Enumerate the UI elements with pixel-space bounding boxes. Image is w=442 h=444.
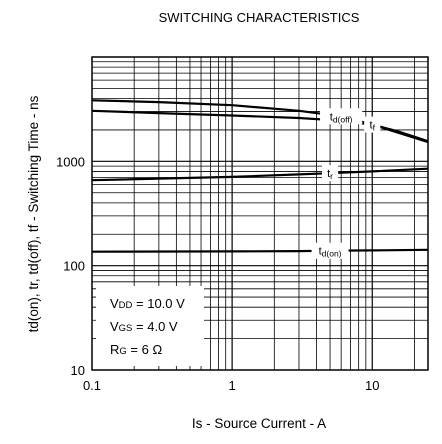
series-line-tr [91,167,429,182]
series-label-bg [320,108,363,125]
conditions-box [96,286,204,366]
series-label-bg [321,165,339,182]
plot-frame [91,56,429,371]
series-label-bg [364,116,381,133]
curve-labels: td(off) tf tr td(on) [311,108,381,259]
condition-VGS: VGS = 4.0 V [110,319,178,334]
y-tick-label: 100 [63,259,85,274]
y-axis-label: td(on), tr, td(off), tf - Switching Time… [26,95,41,332]
series-line-td(on) [91,248,429,253]
condition-VDD: VDD = 10.0 V [110,296,185,311]
series-label-tf: tf [370,120,376,133]
tick-labels: 0.1 1 10 10 100 1000 [56,154,379,393]
series-label-td(off): td(off) [330,111,353,124]
series-label-td(on): td(on) [319,246,342,259]
x-tick-label: 10 [365,378,379,393]
condition-RG: RG = 6 Ω [110,342,162,357]
x-tick-label: 1 [229,378,236,393]
x-axis-label: Is - Source Current - A [192,416,326,431]
y-tick-label: 1000 [56,154,85,169]
x-tick-label: 0.1 [83,378,101,393]
series-label-tr: tr [327,168,333,181]
series-label-bg [311,242,349,259]
chart-title: SWITCHING CHARACTERISTICS [159,10,360,25]
test-conditions: VDD = 10.0 V VGS = 4.0 V RG = 6 Ω [110,296,185,357]
y-tick-label: 10 [71,363,85,378]
